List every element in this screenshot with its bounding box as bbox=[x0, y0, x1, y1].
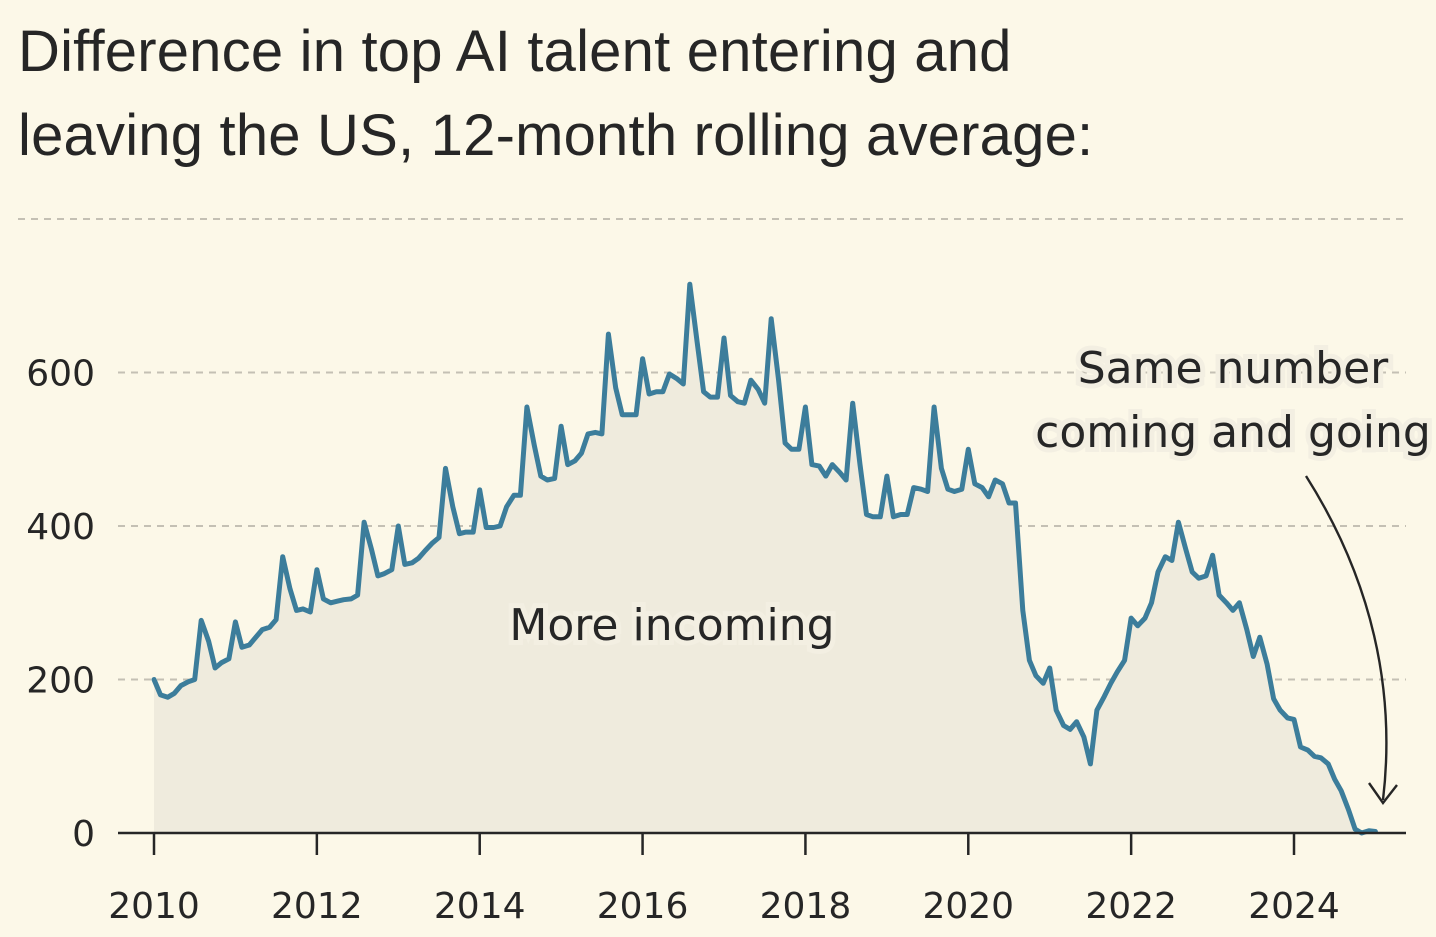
x-tick-label-2012: 2012 bbox=[271, 886, 363, 927]
y-axis-labels: 200 400 600 0 bbox=[26, 354, 95, 856]
y-tick-label-600: 600 bbox=[26, 354, 95, 395]
annotation-arrow bbox=[1304, 475, 1388, 801]
annotation-arrowhead bbox=[1368, 782, 1398, 806]
x-tick-label-2020: 2020 bbox=[922, 886, 1014, 927]
y-tick-label-400: 400 bbox=[26, 507, 95, 548]
area-fill bbox=[154, 284, 1376, 833]
y-tick-label-0: 0 bbox=[72, 814, 95, 855]
x-tick-label-2022: 2022 bbox=[1085, 886, 1177, 927]
chart-title: Difference in top AI talent entering and… bbox=[18, 10, 1398, 178]
x-tick-label-2018: 2018 bbox=[760, 886, 852, 927]
x-axis: 2010 2012 2014 2016 2018 2020 2022 2024 bbox=[108, 831, 1406, 927]
chart-title-line-1: Difference in top AI talent entering and bbox=[18, 19, 1012, 84]
series-line bbox=[151, 281, 1378, 836]
chart-title-line-2: leaving the US, 12-month rolling average… bbox=[18, 103, 1094, 168]
x-tick-label-2016: 2016 bbox=[597, 886, 689, 927]
zero-annotation-line-1: Same number bbox=[1078, 343, 1389, 394]
area-label: More incoming bbox=[509, 600, 834, 651]
y-tick-label-200: 200 bbox=[26, 661, 95, 702]
x-tick-label-2024: 2024 bbox=[1248, 886, 1340, 927]
x-tick-label-2014: 2014 bbox=[434, 886, 526, 927]
x-tick-label-2010: 2010 bbox=[108, 886, 200, 927]
zero-annotation-line-2: coming and going bbox=[1035, 407, 1431, 458]
